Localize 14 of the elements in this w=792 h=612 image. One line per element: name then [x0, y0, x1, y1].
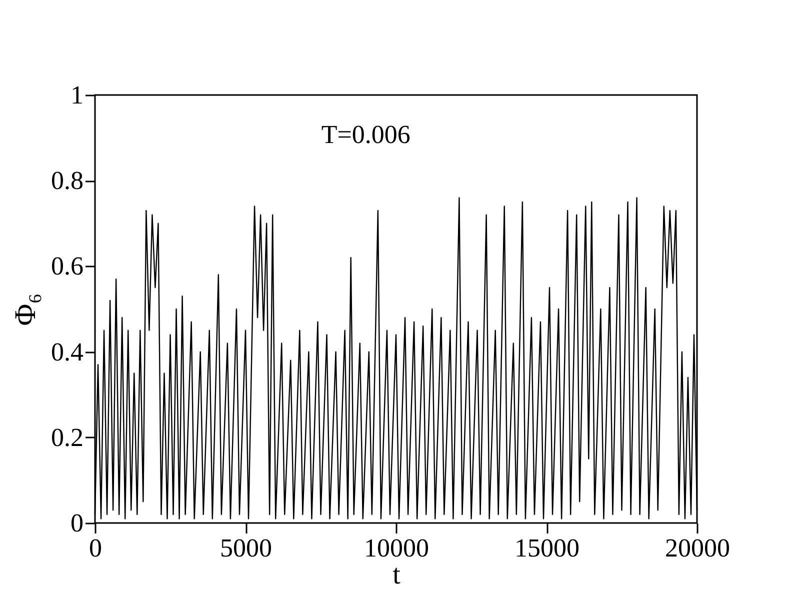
x-tick-label: 5000: [220, 534, 272, 562]
x-axis-title: t: [392, 560, 401, 590]
y-tick-label: 0.6: [51, 252, 84, 281]
annotation: T=0.006: [321, 120, 410, 149]
y-axis-title: Φ₆: [9, 293, 42, 326]
x-tick-label: 20000: [665, 534, 730, 562]
y-tick-label: 0: [70, 508, 84, 538]
y-tick-label: 0.2: [51, 422, 84, 452]
x-tick-label: 0: [89, 534, 102, 562]
x-tick-label: 15000: [514, 534, 580, 562]
x-tick-label: 10000: [364, 534, 429, 562]
y-tick-label: 1: [70, 80, 84, 110]
y-tick-label: 0.4: [51, 337, 84, 366]
y-tick-label: 0.8: [51, 166, 84, 196]
